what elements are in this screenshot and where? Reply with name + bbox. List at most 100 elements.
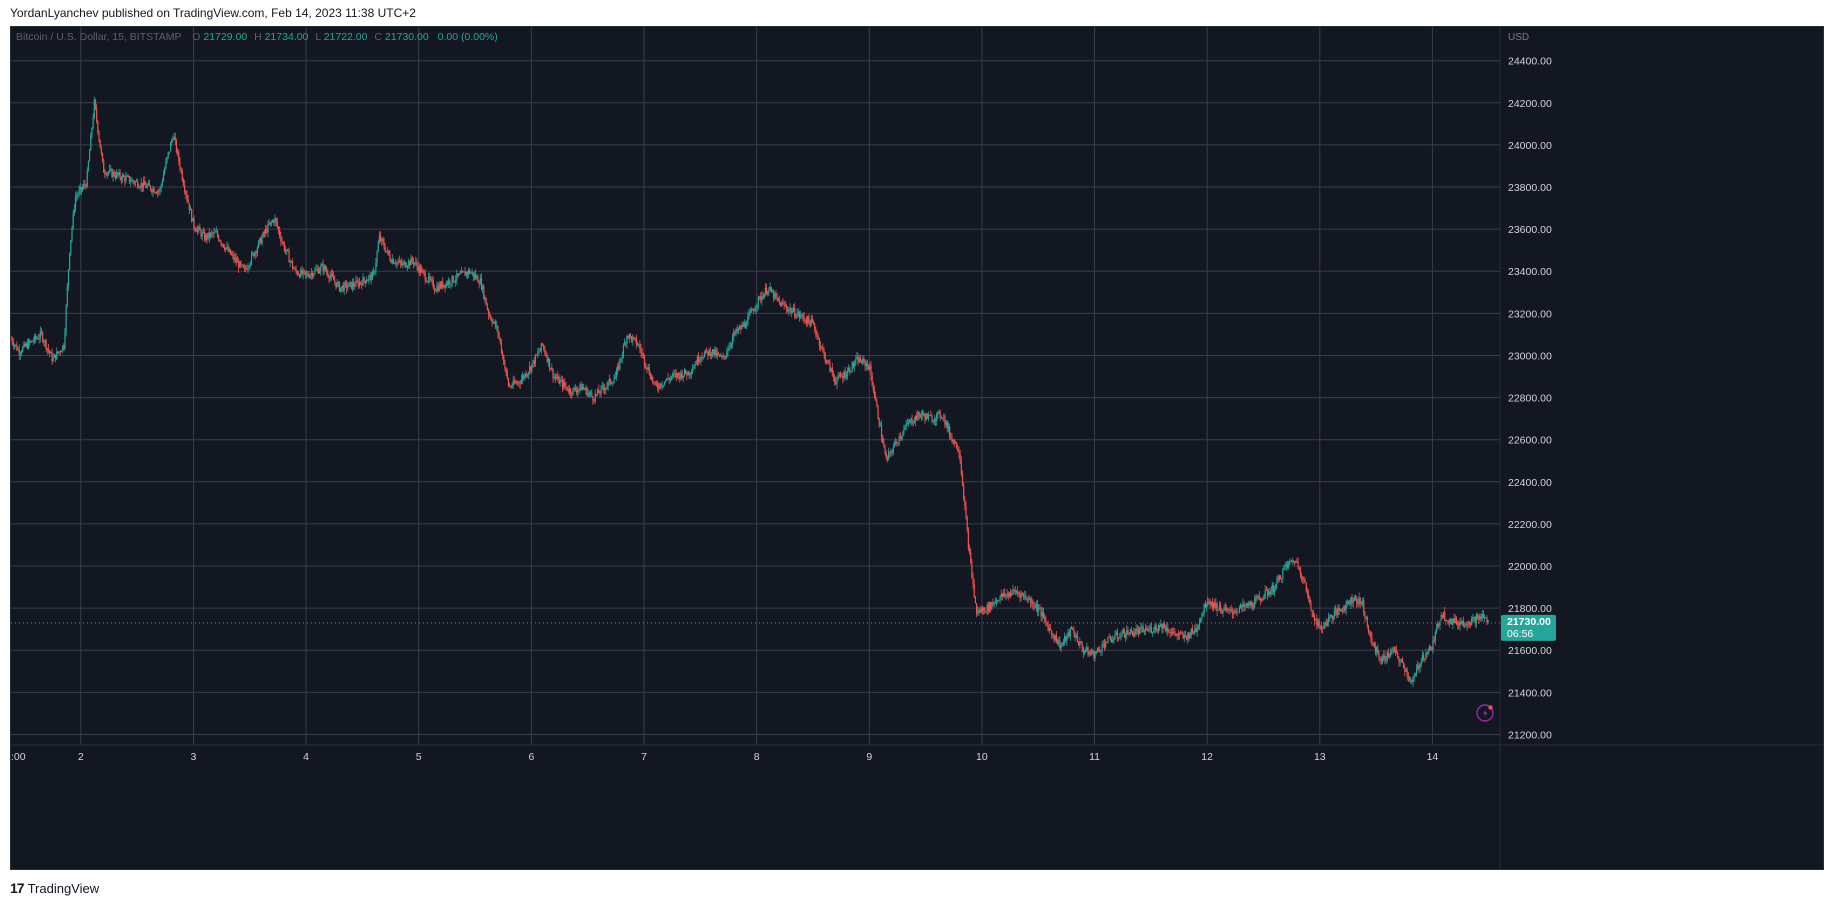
candle-body	[378, 235, 381, 244]
candle-body	[864, 360, 866, 367]
flash-icon[interactable]	[1476, 704, 1494, 722]
candle-body	[307, 273, 309, 276]
candle-body	[776, 296, 778, 298]
candle-body	[571, 394, 573, 395]
candle-body	[423, 270, 425, 273]
candle-body	[1405, 669, 1407, 672]
candle-body	[1304, 580, 1306, 583]
candle-body	[1223, 607, 1225, 611]
candle-body	[667, 378, 669, 380]
candle-body	[211, 233, 213, 235]
candle-body	[429, 276, 431, 280]
candle-body	[1335, 609, 1337, 612]
candle-body	[830, 367, 832, 372]
candle-body	[114, 176, 117, 178]
candle-body	[1427, 650, 1429, 654]
candle-body	[1369, 631, 1371, 633]
candle-body	[405, 267, 407, 268]
candle-body	[1404, 668, 1406, 672]
candle-body	[1154, 625, 1156, 631]
candle-body	[1114, 634, 1116, 639]
candle-body	[1027, 598, 1029, 601]
candle-body	[534, 354, 537, 364]
candle-body	[1241, 604, 1243, 608]
candle-body	[123, 175, 125, 177]
bar-countdown: 06:56	[1507, 628, 1533, 640]
candle-body	[554, 376, 556, 378]
close-value: 21730.00	[385, 31, 429, 43]
candle-body	[455, 279, 457, 282]
candle-body	[890, 451, 892, 453]
candle-body	[452, 275, 454, 282]
candle-body	[1047, 624, 1049, 631]
candle-body	[787, 308, 789, 312]
candle-body	[553, 376, 555, 378]
candle-body	[1476, 615, 1479, 617]
candle-body	[1106, 642, 1108, 644]
candle-body	[1250, 601, 1252, 605]
candle-body	[208, 232, 210, 238]
last-price-tag: 21730.00 06:56	[1501, 614, 1556, 641]
candle-body	[665, 380, 667, 382]
candle-body	[1160, 623, 1162, 627]
chart-panel[interactable]: 21200.00 21400.00 21600.00 21800.00 22000.00…	[10, 26, 1824, 870]
candle-body	[929, 414, 931, 416]
candle-body	[600, 386, 602, 394]
candle-body	[417, 265, 419, 272]
candle-body	[1031, 600, 1033, 603]
candle-body	[1032, 600, 1034, 607]
candle-body	[1403, 663, 1405, 669]
candle-body	[859, 357, 862, 362]
candle-body	[548, 358, 551, 368]
candle-body	[47, 348, 50, 351]
price-chart[interactable]: 21200.00 21400.00 21600.00 21800.00 22000.00…	[11, 27, 1823, 869]
candle-body	[1164, 628, 1167, 631]
candle-body	[1156, 629, 1158, 631]
candle-body	[1413, 676, 1415, 679]
candle-body	[1461, 620, 1463, 625]
candle-body	[60, 351, 63, 353]
candle-body	[771, 291, 774, 293]
candle-body	[1300, 575, 1303, 578]
candle-body	[320, 266, 322, 271]
candle-body	[560, 379, 562, 381]
candle-body	[202, 232, 205, 233]
candle-body	[1008, 593, 1011, 597]
footer-brand[interactable]: 17 TradingView	[10, 880, 99, 896]
candle-body	[783, 303, 785, 306]
candle-body	[476, 276, 478, 279]
candle-body	[558, 376, 560, 384]
candle-body	[1249, 602, 1251, 605]
candle-body	[505, 368, 507, 371]
candle-body	[444, 284, 446, 288]
candle-body	[127, 176, 129, 177]
candle-body	[1203, 603, 1205, 613]
candle-body	[408, 260, 410, 267]
candle-body	[206, 234, 208, 239]
open-label: O	[192, 31, 200, 43]
candle-body	[898, 436, 900, 443]
candle-body	[282, 242, 284, 244]
candle-body	[939, 411, 941, 418]
candle-body	[421, 269, 423, 273]
candle-body	[688, 371, 690, 376]
candle-body	[1196, 628, 1198, 632]
candle-body	[29, 340, 31, 343]
candle-body	[374, 271, 376, 273]
candle-body	[1173, 631, 1175, 633]
candle-body	[1428, 646, 1431, 651]
candle-body	[686, 373, 688, 376]
candle-body	[803, 316, 805, 321]
candle-body	[1072, 629, 1074, 631]
candle-body	[952, 439, 954, 442]
candle-body	[510, 386, 512, 388]
candle-body	[1291, 560, 1293, 562]
candle-body	[1236, 610, 1238, 612]
candle-body	[578, 388, 580, 391]
candle-body	[523, 375, 525, 378]
candle-body	[85, 185, 87, 188]
candle-body	[773, 291, 775, 299]
candle-body	[343, 282, 345, 292]
candle-body	[1283, 567, 1285, 570]
candle-body	[1135, 629, 1137, 635]
